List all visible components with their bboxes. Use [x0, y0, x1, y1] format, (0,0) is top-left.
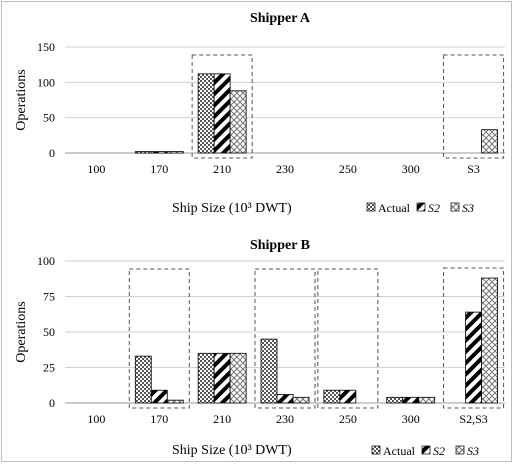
x-tick-label: 100	[87, 412, 105, 426]
shipper-b-chart: Shipper B Operations Ship Size (10³ DWT)…	[14, 238, 505, 458]
legend-swatch-s2	[421, 445, 431, 455]
x-tick-label: 170	[150, 412, 168, 426]
legend: Actual S2 S3	[371, 444, 479, 458]
bar-s2	[339, 389, 357, 404]
legend-swatch-s3	[455, 445, 465, 455]
highlight-box	[254, 268, 316, 409]
legend-swatch-actual	[371, 445, 381, 455]
legend: Actual S2 S3	[366, 201, 474, 215]
y-tick-label: 0	[49, 396, 55, 410]
legend-label-s3: S3	[467, 444, 479, 458]
x-tick-label: S2,S3	[459, 412, 487, 426]
x-axis-title: Ship Size (10³ DWT)	[172, 443, 292, 458]
y-tick-label: 0	[49, 146, 55, 160]
bar-actual	[386, 396, 404, 404]
x-tick-label: S3	[467, 162, 480, 176]
y-tick-label: 50	[43, 325, 55, 339]
legend-swatch-actual	[366, 202, 376, 212]
y-axis-title: Operations	[14, 69, 29, 130]
highlight-box	[443, 267, 505, 409]
y-tick-label: 75	[43, 290, 55, 304]
bar-s3	[229, 352, 247, 404]
bar-s3	[481, 129, 498, 154]
chart-title: Shipper A	[250, 11, 311, 26]
legend-swatch-s2	[416, 202, 426, 212]
bar-actual	[197, 73, 215, 154]
gridlines	[65, 260, 505, 368]
legend-label-s3: S3	[462, 201, 474, 215]
gridlines	[65, 46, 505, 119]
x-tick-label: 230	[276, 162, 294, 176]
bar-actual	[323, 389, 341, 404]
bar-s2	[402, 396, 420, 404]
legend-swatch-s3	[450, 202, 460, 212]
bar-s2	[465, 311, 482, 404]
bar-s3	[166, 151, 184, 154]
x-tick-label: 210	[213, 412, 231, 426]
legend-label-actual: Actual	[383, 444, 416, 458]
x-tick-label: 250	[339, 162, 357, 176]
legend-label-s2: S2	[428, 201, 440, 215]
x-tick-label: 100	[87, 162, 105, 176]
legend-label-actual: Actual	[378, 201, 411, 215]
highlight-box	[443, 54, 505, 159]
x-tick-label: 170	[150, 162, 168, 176]
x-tick-label: 250	[339, 412, 357, 426]
bar-s2	[150, 151, 168, 154]
bar-s3	[166, 399, 184, 404]
bar-s2	[213, 352, 231, 404]
y-tick-label: 25	[43, 361, 55, 375]
highlight-box	[317, 268, 379, 409]
bar-s2	[213, 73, 231, 154]
highlight-box	[128, 268, 190, 409]
bar-s3	[292, 396, 310, 404]
y-tick-label: 100	[37, 75, 55, 89]
bar-s2	[276, 394, 294, 404]
x-tick-label: 300	[402, 412, 420, 426]
y-axis-title: Operations	[14, 301, 29, 362]
x-axis-title: Ship Size (10³ DWT)	[172, 201, 292, 216]
bar-actual	[260, 338, 278, 404]
bar-s2	[150, 389, 168, 404]
bar-actual	[134, 151, 152, 154]
x-tick-label: 230	[276, 412, 294, 426]
bar-actual	[134, 355, 152, 404]
bar-actual	[197, 352, 215, 404]
highlight-box	[191, 54, 253, 159]
bar-s3	[481, 277, 498, 404]
bar-s3	[229, 90, 247, 154]
y-tick-label: 50	[43, 111, 55, 125]
bar-s3	[418, 396, 436, 404]
x-tick-label: 300	[402, 162, 420, 176]
y-tick-label: 150	[37, 40, 55, 54]
x-tick-label: 210	[213, 162, 231, 176]
shipper-a-chart: Shipper A Operations Ship Size (10³ DWT)…	[14, 11, 505, 216]
chart-title: Shipper B	[250, 238, 310, 253]
legend-label-s2: S2	[433, 444, 445, 458]
y-tick-label: 100	[37, 254, 55, 268]
